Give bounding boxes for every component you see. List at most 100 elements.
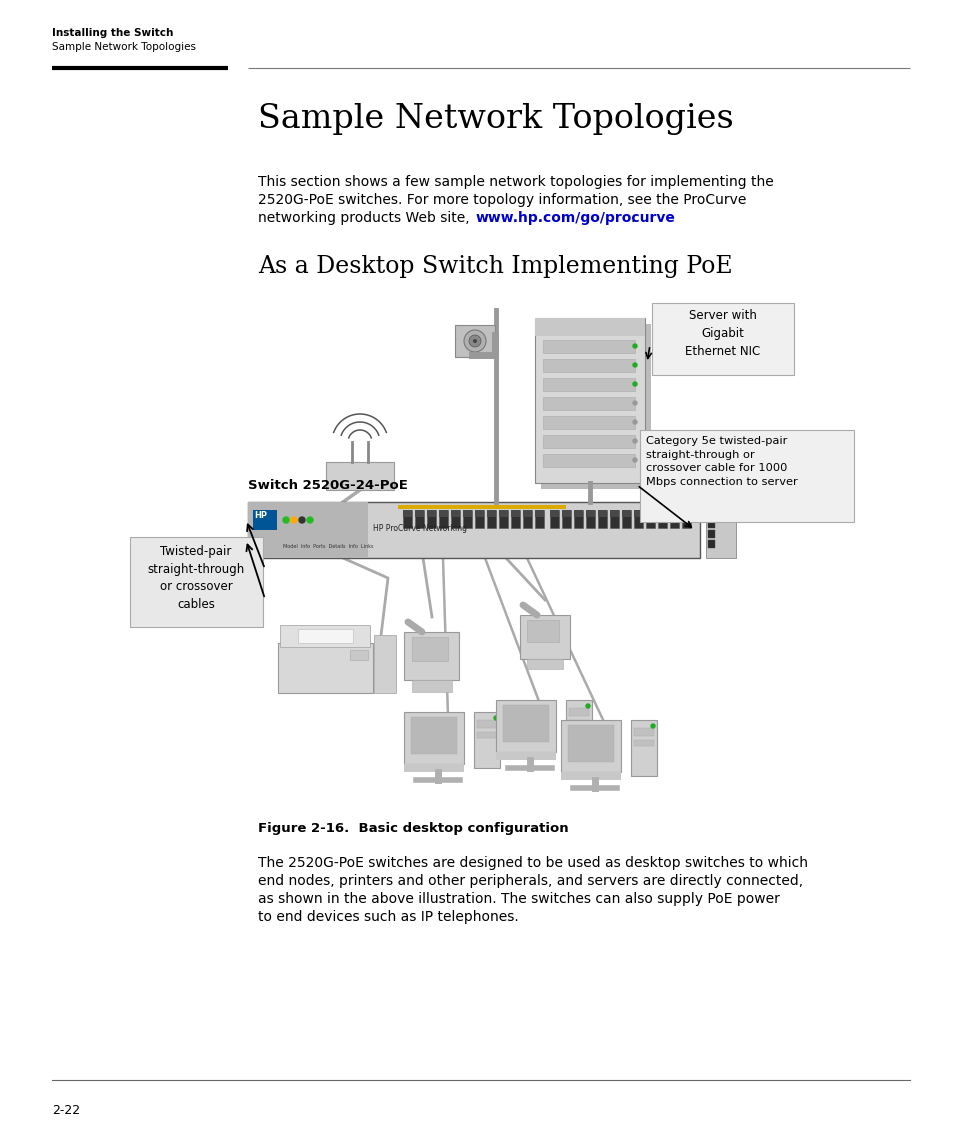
FancyBboxPatch shape [350, 650, 368, 660]
FancyBboxPatch shape [297, 629, 353, 643]
FancyBboxPatch shape [496, 700, 556, 752]
FancyBboxPatch shape [535, 318, 644, 335]
Text: to end devices such as IP telephones.: to end devices such as IP telephones. [257, 910, 518, 924]
FancyBboxPatch shape [526, 660, 562, 669]
FancyBboxPatch shape [630, 720, 657, 776]
FancyBboxPatch shape [542, 435, 635, 448]
FancyBboxPatch shape [475, 510, 483, 518]
Text: 2520G-PoE switches. For more topology information, see the ProCurve: 2520G-PoE switches. For more topology in… [257, 194, 745, 207]
FancyBboxPatch shape [681, 510, 690, 518]
FancyBboxPatch shape [486, 510, 496, 528]
Polygon shape [455, 325, 495, 357]
FancyBboxPatch shape [374, 635, 395, 693]
FancyBboxPatch shape [542, 340, 635, 353]
FancyBboxPatch shape [707, 520, 714, 528]
FancyBboxPatch shape [542, 416, 635, 429]
FancyBboxPatch shape [550, 510, 558, 528]
FancyBboxPatch shape [585, 510, 595, 518]
Text: This section shows a few sample network topologies for implementing the: This section shows a few sample network … [257, 175, 773, 189]
Circle shape [494, 716, 497, 720]
FancyBboxPatch shape [634, 728, 654, 736]
FancyBboxPatch shape [707, 530, 714, 538]
Circle shape [633, 344, 637, 348]
FancyBboxPatch shape [476, 732, 497, 739]
Text: Category 5e twisted-pair
straight-through or
crossover cable for 1000
Mbps conne: Category 5e twisted-pair straight-throug… [645, 436, 797, 487]
FancyBboxPatch shape [402, 510, 412, 518]
FancyBboxPatch shape [621, 510, 630, 528]
FancyBboxPatch shape [634, 510, 642, 518]
FancyBboxPatch shape [574, 510, 582, 518]
FancyBboxPatch shape [560, 720, 620, 772]
FancyBboxPatch shape [474, 712, 499, 768]
FancyBboxPatch shape [645, 510, 655, 528]
Text: Model  Info  Ports  Details  Info  Links: Model Info Ports Details Info Links [283, 544, 374, 548]
FancyBboxPatch shape [253, 510, 276, 530]
FancyBboxPatch shape [568, 720, 588, 726]
Text: The 2520G-PoE switches are designed to be used as desktop switches to which: The 2520G-PoE switches are designed to b… [257, 856, 807, 870]
FancyBboxPatch shape [634, 510, 642, 528]
Text: end nodes, printers and other peripherals, and servers are directly connected,: end nodes, printers and other peripheral… [257, 874, 802, 889]
Circle shape [633, 382, 637, 386]
Circle shape [633, 420, 637, 424]
Circle shape [291, 518, 296, 523]
FancyBboxPatch shape [451, 510, 459, 528]
Circle shape [298, 518, 305, 523]
Text: Switch 2520G-24-PoE: Switch 2520G-24-PoE [248, 479, 408, 492]
FancyBboxPatch shape [451, 510, 459, 518]
FancyBboxPatch shape [567, 725, 614, 763]
FancyBboxPatch shape [535, 510, 543, 518]
Text: Figure 2-16.  Basic desktop configuration: Figure 2-16. Basic desktop configuration [257, 822, 568, 835]
Circle shape [469, 335, 480, 347]
FancyBboxPatch shape [411, 717, 456, 755]
FancyBboxPatch shape [634, 740, 654, 747]
FancyBboxPatch shape [542, 360, 635, 372]
FancyBboxPatch shape [585, 510, 595, 528]
FancyBboxPatch shape [438, 510, 448, 528]
FancyBboxPatch shape [542, 455, 635, 467]
FancyBboxPatch shape [403, 764, 463, 772]
FancyBboxPatch shape [681, 510, 690, 528]
FancyBboxPatch shape [707, 510, 714, 518]
FancyBboxPatch shape [540, 324, 650, 489]
Text: as shown in the above illustration. The switches can also supply PoE power: as shown in the above illustration. The … [257, 892, 779, 906]
FancyBboxPatch shape [550, 510, 558, 518]
Circle shape [633, 439, 637, 443]
FancyBboxPatch shape [651, 303, 793, 376]
FancyBboxPatch shape [560, 772, 620, 780]
FancyBboxPatch shape [669, 510, 679, 528]
FancyBboxPatch shape [403, 712, 463, 764]
Text: networking products Web site,: networking products Web site, [257, 211, 474, 226]
FancyBboxPatch shape [427, 510, 436, 518]
Circle shape [283, 518, 289, 523]
FancyBboxPatch shape [707, 540, 714, 548]
FancyBboxPatch shape [598, 510, 606, 528]
FancyBboxPatch shape [130, 537, 263, 627]
FancyBboxPatch shape [402, 510, 412, 528]
Text: Installing the Switch: Installing the Switch [52, 27, 173, 38]
FancyBboxPatch shape [669, 510, 679, 518]
FancyBboxPatch shape [280, 625, 370, 647]
FancyBboxPatch shape [475, 510, 483, 528]
Circle shape [650, 724, 655, 728]
FancyBboxPatch shape [511, 510, 519, 518]
FancyBboxPatch shape [496, 752, 556, 760]
Circle shape [307, 518, 313, 523]
Circle shape [633, 401, 637, 405]
Circle shape [463, 330, 485, 352]
FancyBboxPatch shape [568, 708, 588, 716]
Text: .: . [630, 211, 635, 226]
FancyBboxPatch shape [705, 502, 735, 558]
Circle shape [585, 704, 589, 708]
FancyBboxPatch shape [498, 510, 507, 518]
FancyBboxPatch shape [248, 502, 368, 558]
FancyBboxPatch shape [248, 502, 700, 558]
FancyBboxPatch shape [522, 510, 532, 528]
FancyBboxPatch shape [476, 720, 497, 728]
FancyBboxPatch shape [438, 510, 448, 518]
FancyBboxPatch shape [511, 510, 519, 528]
Text: 2-22: 2-22 [52, 1104, 80, 1118]
FancyBboxPatch shape [561, 510, 571, 518]
FancyBboxPatch shape [609, 510, 618, 528]
FancyBboxPatch shape [621, 510, 630, 518]
FancyBboxPatch shape [565, 700, 592, 756]
